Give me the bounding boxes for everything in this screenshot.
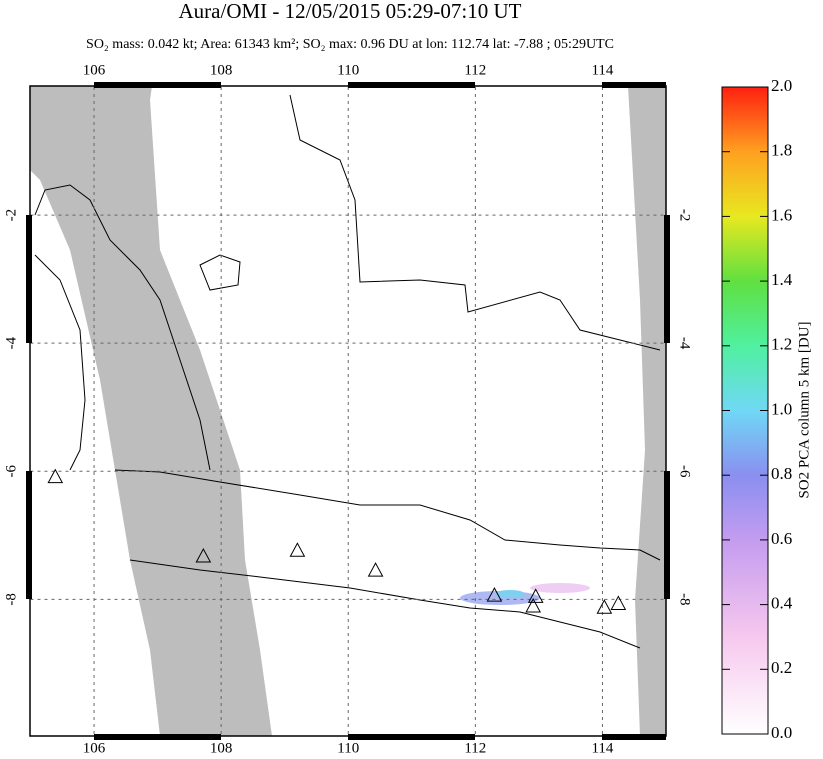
coastline-sumatra [34, 184, 211, 471]
colorbar-tick-label: 0.6 [771, 529, 792, 548]
volcano-marker [367, 562, 384, 577]
volcano-marker [610, 595, 627, 610]
x-tick-label: 114 [591, 62, 613, 78]
colorbar-label: SO2 PCA column 5 km [DU] [796, 321, 812, 498]
colorbar-tick-label: 1.8 [771, 141, 792, 160]
x-tick-label: 110 [337, 740, 359, 756]
y-tick-label: -4 [3, 336, 19, 349]
x-tick-label: 108 [210, 62, 233, 78]
x-tick-label: 108 [210, 740, 233, 756]
coastline-island [199, 254, 241, 291]
x-tick-label: 110 [337, 62, 359, 78]
volcano-marker [527, 588, 544, 603]
y-tick-label: -6 [3, 464, 19, 477]
coastline-borneo [289, 94, 661, 351]
so2-plume [530, 583, 590, 593]
volcano-marker [289, 542, 306, 557]
colorbar-tick-label: 1.6 [771, 205, 792, 224]
x-tick-label: 112 [464, 62, 486, 78]
volcano-marker [486, 587, 503, 602]
x-tick-label: 112 [464, 740, 486, 756]
colorbar-tick-label: 0.0 [771, 723, 792, 742]
y-tick-label: -4 [677, 337, 693, 350]
colorbar-tick-label: 0.8 [771, 464, 792, 483]
volcano-marker [47, 468, 64, 484]
colorbar-tick-label: 1.4 [771, 270, 793, 289]
border-ticks [26, 82, 670, 740]
x-tick-label: 114 [591, 740, 613, 756]
y-tick-label: -2 [677, 209, 693, 222]
subtitle: SO₂ mass: 0.042 kt; Area: 61343 km²; SO₂… [86, 37, 614, 52]
no-data-swath [628, 86, 666, 736]
volcano-marker [596, 599, 613, 614]
colorbar-tick-label: 1.2 [771, 335, 792, 354]
colorbar-tick-label: 1.0 [771, 399, 792, 418]
y-tick-label: -2 [3, 209, 19, 222]
x-tick-label: 106 [83, 740, 106, 756]
title: Aura/OMI - 12/05/2015 05:29-07:10 UT [179, 0, 522, 23]
colorbar-tick-label: 0.2 [771, 658, 792, 677]
y-tick-label: -8 [677, 593, 693, 606]
so2-plume [495, 590, 525, 598]
y-tick-label: -8 [3, 593, 19, 606]
volcano-marker [195, 547, 212, 563]
no-data-swath [30, 86, 272, 736]
y-tick-label: -6 [677, 465, 693, 478]
frame [26, 82, 670, 740]
x-tick-label: 106 [83, 62, 106, 78]
coastline-java [114, 469, 661, 649]
colorbar-tick-label: 0.4 [771, 594, 793, 613]
colorbar-tick-label: 2.0 [771, 76, 792, 95]
volcano-marker [525, 597, 542, 613]
